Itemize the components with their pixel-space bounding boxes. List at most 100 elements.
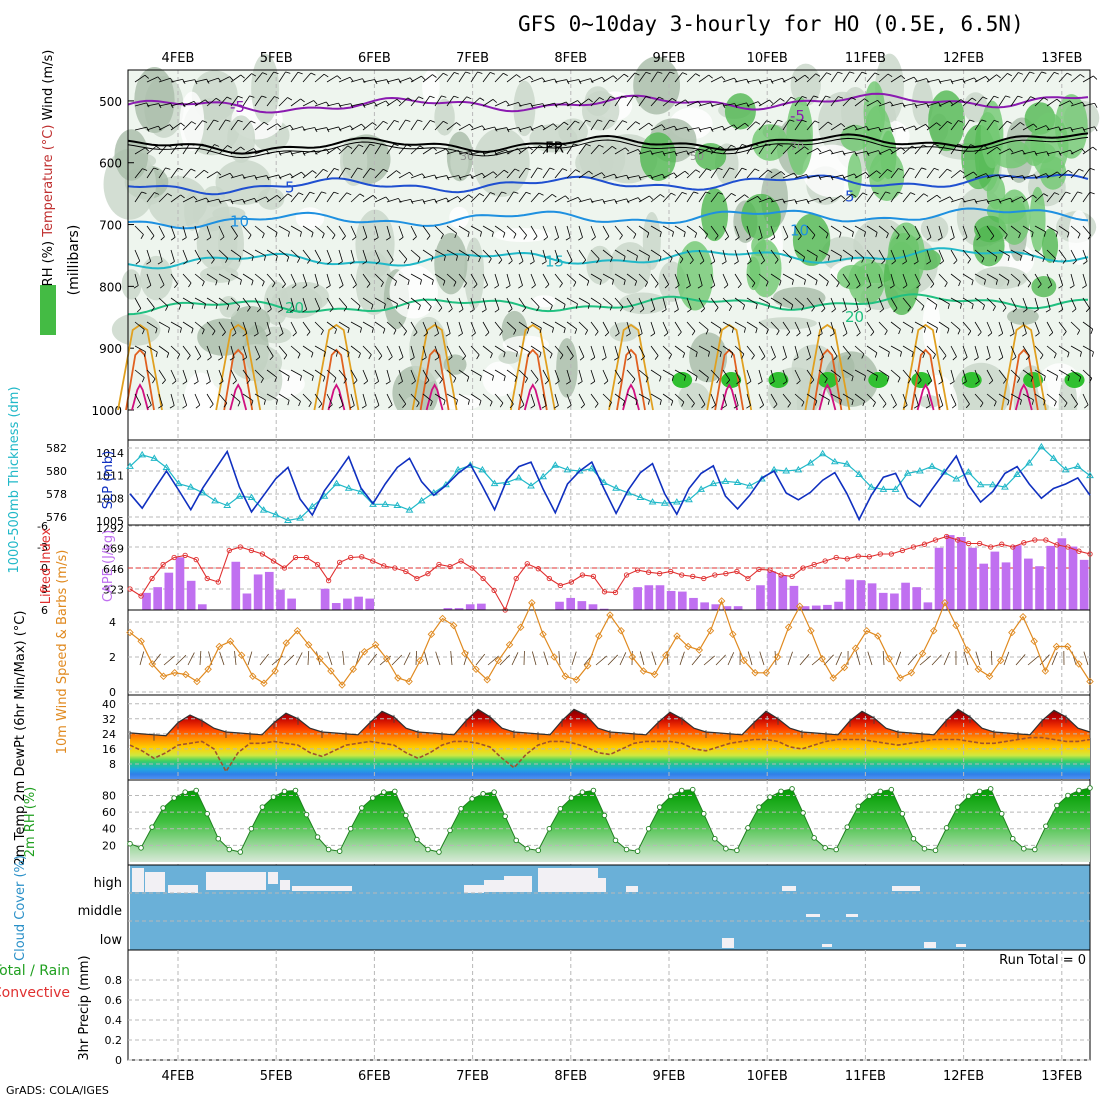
wind-barb-flag bbox=[1080, 74, 1085, 78]
wind-speed-marker bbox=[282, 639, 291, 647]
wind-barb bbox=[242, 393, 254, 401]
wind-barb-10m bbox=[855, 651, 861, 666]
li-marker bbox=[127, 586, 133, 592]
rh-marker bbox=[171, 795, 177, 801]
wind-barb bbox=[302, 127, 315, 131]
rh-marker bbox=[899, 811, 906, 817]
wind-barb-flag bbox=[312, 170, 317, 174]
wind-speed-marker bbox=[695, 646, 704, 654]
li-marker bbox=[745, 575, 751, 582]
wind-barb-flag bbox=[1007, 73, 1012, 77]
wind-barb bbox=[782, 321, 791, 333]
wind-barb bbox=[830, 195, 842, 203]
wind-speed-marker bbox=[762, 669, 771, 677]
wind-barb bbox=[590, 225, 596, 238]
rh-marker bbox=[414, 836, 420, 843]
rh-low-shade bbox=[768, 372, 789, 388]
wind-barb-flag bbox=[448, 308, 453, 313]
wind-barb bbox=[1022, 273, 1032, 284]
wind-barb-10m bbox=[895, 651, 902, 666]
wind-barb bbox=[1070, 249, 1077, 261]
wind-barb-flag bbox=[1066, 72, 1072, 76]
date-label-top: 11FEB bbox=[845, 51, 886, 66]
cloud-background bbox=[130, 865, 1090, 950]
wind-barb bbox=[542, 345, 553, 355]
wind-barb-flag bbox=[503, 352, 506, 358]
cape-bar bbox=[1068, 546, 1078, 610]
cape-bar bbox=[689, 597, 698, 610]
wind-barb-flag bbox=[1040, 354, 1044, 360]
wind-barb-flag bbox=[313, 100, 318, 105]
wind-barb bbox=[482, 393, 493, 403]
wind-barb bbox=[974, 345, 979, 358]
wind-barb bbox=[134, 249, 141, 262]
wind-barb-flag bbox=[856, 332, 861, 337]
wind-barb bbox=[506, 148, 518, 155]
rh-marker bbox=[1043, 823, 1049, 829]
wind-barb bbox=[734, 321, 746, 329]
wind-barb bbox=[914, 123, 926, 131]
temp-contour bbox=[127, 132, 1089, 155]
wind-barb-flag bbox=[1018, 233, 1021, 239]
wind-barb bbox=[662, 321, 669, 334]
precip-tick-label: 0.4 bbox=[105, 1014, 123, 1027]
wind-barb-flag bbox=[383, 120, 388, 124]
wind-barb-10m bbox=[511, 652, 519, 666]
date-label-bottom: 8FEB bbox=[554, 1069, 587, 1084]
wind-barb-flag bbox=[549, 167, 555, 170]
wind-barb-flag bbox=[615, 332, 620, 337]
wind-barb-flag bbox=[851, 231, 854, 237]
wind-barb bbox=[386, 198, 399, 203]
wind-barb bbox=[1070, 127, 1083, 131]
wind-barb bbox=[158, 393, 163, 406]
wind-speed-marker bbox=[840, 663, 849, 672]
wind-speed-marker bbox=[907, 669, 916, 677]
wind-barb-flag bbox=[813, 95, 819, 98]
wind-barb bbox=[266, 297, 272, 310]
wind-barb-flag bbox=[155, 328, 158, 334]
wind-barb-flag bbox=[767, 169, 773, 174]
thickness-marker bbox=[551, 461, 560, 468]
rh-marker bbox=[877, 788, 884, 795]
wind-barb-flag bbox=[1089, 167, 1095, 171]
wind-barb-flag bbox=[272, 282, 276, 288]
wind-barb-flag bbox=[842, 174, 846, 180]
wind-barb-flag bbox=[412, 236, 417, 241]
wind-barb bbox=[218, 273, 230, 281]
wind-barb-10m bbox=[1039, 654, 1050, 666]
rh-marker bbox=[767, 794, 773, 800]
rh-marker bbox=[546, 825, 553, 832]
wind-barb-flag bbox=[714, 307, 719, 312]
wind-barb-flag bbox=[503, 376, 506, 382]
date-label-bottom: 13FEB bbox=[1041, 1069, 1082, 1084]
wind-barb bbox=[338, 273, 344, 286]
wind-barb bbox=[602, 297, 613, 307]
wind-barb-flag bbox=[897, 191, 903, 195]
wind-barb bbox=[350, 345, 361, 354]
wind-barb bbox=[482, 150, 495, 155]
wind-barb bbox=[278, 321, 284, 334]
wind-barb bbox=[530, 145, 540, 155]
wind-barb-flag bbox=[936, 122, 941, 127]
wind-barb bbox=[986, 174, 999, 179]
wind-barb-flag bbox=[851, 400, 854, 406]
wind-barb bbox=[602, 173, 615, 179]
wind-barb-flag bbox=[503, 72, 508, 76]
wind-barb bbox=[770, 144, 779, 155]
rh-moist-shade bbox=[1031, 276, 1057, 298]
wind-barb-flag bbox=[278, 174, 282, 180]
wind-barb bbox=[1034, 193, 1044, 203]
temp-contour-surface bbox=[916, 383, 935, 411]
wind-barb bbox=[470, 97, 481, 107]
thickness-marker bbox=[709, 479, 718, 487]
wind-speed-marker bbox=[1041, 667, 1050, 675]
wind-barb-flag bbox=[926, 261, 931, 265]
li-marker bbox=[965, 540, 972, 547]
wind-speed-marker bbox=[483, 676, 491, 684]
wind-barb bbox=[962, 393, 970, 405]
wind-barb-flag bbox=[181, 237, 187, 241]
wind-barb bbox=[554, 143, 562, 155]
temp-contour-surface bbox=[910, 348, 941, 411]
wind-barb bbox=[470, 172, 483, 179]
wind-barb-flag bbox=[765, 143, 771, 146]
